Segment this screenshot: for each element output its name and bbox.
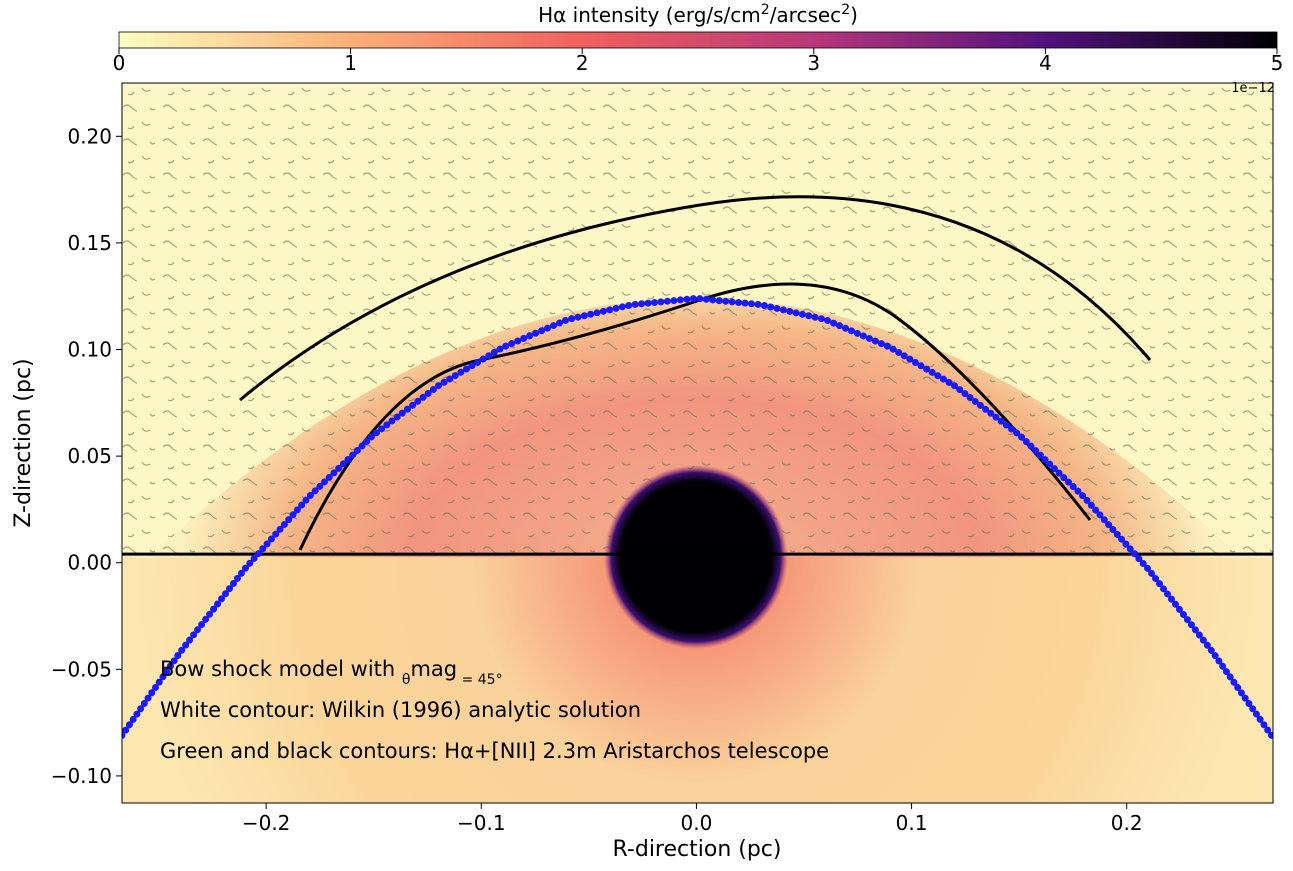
- colorbar-tick-label: 3: [807, 51, 820, 75]
- colorbar-tick-label: 0: [113, 51, 126, 75]
- axes-frame: [121, 82, 1274, 804]
- annotation: White contour: Wilkin (1996) analytic so…: [160, 698, 641, 722]
- y-tick-label: −0.05: [51, 657, 112, 681]
- text-part: Hα intensity (erg/s/cm: [538, 3, 761, 27]
- x-tick-label: −0.1: [457, 811, 506, 835]
- y-tick-label: −0.10: [51, 764, 112, 788]
- intensity-map: [122, 83, 1273, 803]
- text-part: White contour: Wilkin (1996) analytic so…: [160, 698, 641, 722]
- x-tick-label: 0.2: [1111, 811, 1143, 835]
- y-axis-label: Z-direction (pc): [11, 358, 36, 527]
- colorbar-tick-label: 4: [1039, 51, 1052, 75]
- y-tick-label: 0.05: [67, 444, 112, 468]
- colorbar-tick-label: 5: [1271, 51, 1284, 75]
- colorbar-tick-label: 1: [344, 51, 357, 75]
- x-tick-label: 0.0: [681, 811, 713, 835]
- colorbar-label: Hα intensity (erg/s/cm2/arcsec2): [538, 2, 858, 27]
- text-part: mag: [410, 657, 457, 681]
- x-tick-label: 0.1: [896, 811, 928, 835]
- y-tick-label: 0.10: [67, 338, 112, 362]
- text-part: = 45°: [457, 672, 502, 688]
- colorbar: [118, 31, 1278, 49]
- colorbar-tick-label: 2: [576, 51, 589, 75]
- text-part: /arcsec: [770, 3, 842, 27]
- text-part: 2: [841, 2, 850, 18]
- y-tick-label: 0.00: [67, 551, 112, 575]
- text-part: ): [850, 3, 858, 27]
- text-part: θ: [402, 672, 411, 688]
- text-part: Green and black contours: Hα+[NII] 2.3m …: [160, 739, 829, 763]
- text-part: Bow shock model with: [160, 657, 402, 681]
- x-axis-label: R-direction (pc): [613, 837, 782, 862]
- annotation: Bow shock model with θmag = 45°: [160, 657, 503, 688]
- offset-text: 1e−12: [1231, 81, 1275, 96]
- model-curve: [122, 294, 1273, 742]
- annotation: Green and black contours: Hα+[NII] 2.3m …: [160, 739, 829, 763]
- x-tick-label: −0.2: [242, 811, 291, 835]
- text-part: 2: [761, 2, 770, 18]
- y-tick-label: 0.20: [67, 124, 112, 148]
- y-tick-label: 0.15: [67, 231, 112, 255]
